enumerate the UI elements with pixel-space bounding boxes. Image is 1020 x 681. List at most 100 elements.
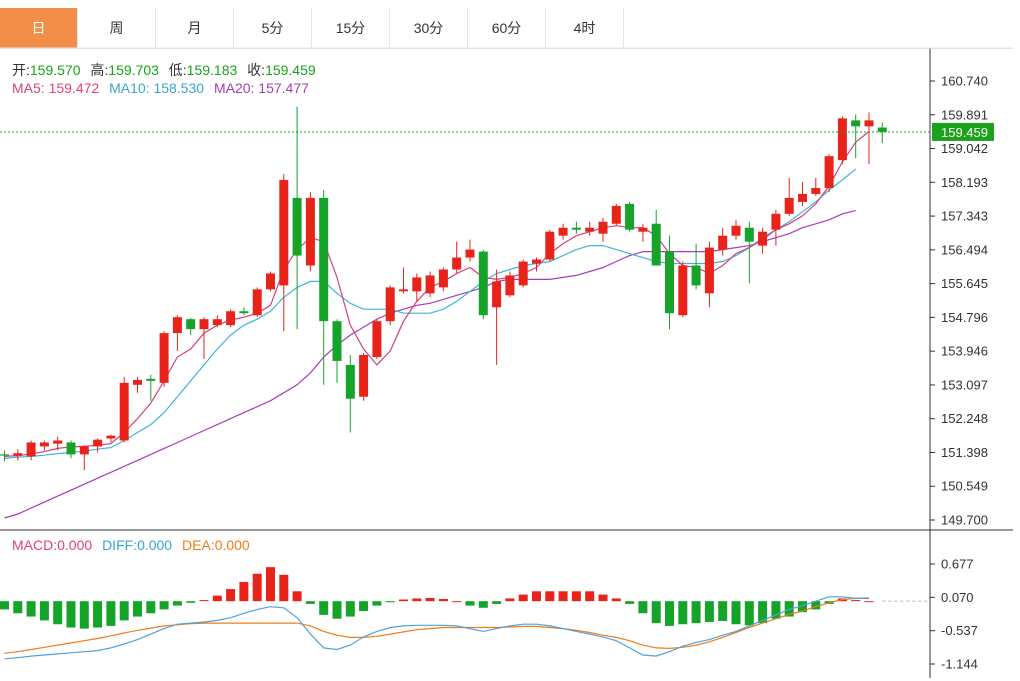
- tab-week[interactable]: 周: [78, 8, 156, 48]
- candle: [571, 221, 581, 234]
- dea-line: [4, 597, 870, 654]
- price-tick-label: 159.891: [941, 107, 988, 122]
- ohlc-item-open: 开:159.570: [12, 62, 81, 78]
- macd-bar: [345, 601, 355, 617]
- macd-bar: [226, 589, 236, 602]
- candle: [784, 178, 794, 216]
- candle: [385, 285, 395, 326]
- candle-body: [252, 289, 262, 316]
- ma20-label: MA20:: [213, 80, 255, 96]
- macd-bar: [239, 581, 249, 602]
- macd-tick-label: -1.144: [941, 657, 978, 672]
- price-tick-label: 159.042: [941, 141, 988, 156]
- macd-bar: [492, 601, 502, 604]
- macd-bar: [798, 601, 807, 613]
- price-tick-label: 156.494: [941, 242, 988, 257]
- candle: [851, 114, 861, 159]
- macd-bar: [252, 573, 262, 602]
- diff-label: DIFF:: [102, 537, 138, 553]
- last-price-label: 159.459: [941, 125, 988, 140]
- candle: [811, 178, 821, 196]
- ohlc-item-close: 收:159.459: [247, 62, 316, 78]
- tab-30min[interactable]: 30分: [390, 8, 468, 48]
- macd-bar: [638, 601, 648, 614]
- candle: [146, 374, 156, 401]
- candle: [718, 227, 728, 256]
- candle-body: [385, 287, 395, 322]
- candle: [279, 174, 289, 332]
- macd-bar: [372, 601, 382, 606]
- candle-body: [532, 259, 541, 264]
- ma10-value: 158.530: [153, 80, 205, 96]
- tab-day[interactable]: 日: [0, 8, 78, 48]
- candle-body: [585, 227, 595, 232]
- macd-bar: [266, 567, 275, 602]
- candle-body: [718, 235, 728, 250]
- macd-bar: [425, 597, 435, 602]
- candle-body: [279, 180, 289, 286]
- candle-body: [332, 321, 342, 361]
- macd-bar: [119, 601, 129, 621]
- candle-body: [372, 321, 382, 357]
- candle-body: [159, 333, 169, 383]
- candle: [771, 209, 781, 246]
- macd-bar: [53, 601, 63, 625]
- candle: [864, 112, 874, 165]
- last-price-tag: [932, 122, 994, 141]
- macd-bar: [292, 591, 302, 602]
- price-tick-label: 154.796: [941, 310, 988, 325]
- candle-body: [266, 273, 275, 290]
- macd-bar: [452, 601, 462, 603]
- candle: [39, 440, 49, 451]
- macd-bar: [625, 601, 635, 604]
- candle: [651, 209, 661, 266]
- candle: [598, 217, 608, 242]
- candle: [798, 182, 807, 206]
- tab-15min[interactable]: 15分: [312, 8, 390, 48]
- macd-bar: [146, 601, 156, 614]
- candle: [412, 273, 422, 302]
- candle: [199, 317, 209, 359]
- open-value: 159.570: [29, 62, 81, 78]
- ohlc-item-low: 低:159.183: [169, 62, 238, 78]
- candle-body: [93, 439, 103, 447]
- price-tick-label: 151.398: [941, 445, 988, 460]
- price-tick-label: 153.946: [941, 344, 988, 359]
- ma-legend: MA5: 159.472 MA10: 158.530 MA20: 157.477: [12, 80, 315, 96]
- tab-month[interactable]: 月: [156, 8, 234, 48]
- candle-body: [452, 257, 462, 270]
- candle: [319, 189, 329, 385]
- tab-4hour[interactable]: 4时: [546, 8, 624, 48]
- candle-body: [611, 205, 621, 224]
- candle: [119, 376, 129, 443]
- period-tabs: 日 周 月 5分 15分 30分 60分 4时: [0, 8, 1013, 49]
- ma5-legend: MA5: 159.472: [12, 80, 99, 96]
- candle-body: [811, 187, 821, 194]
- ma20-value: 157.477: [258, 80, 309, 96]
- macd-legend-item: MACD:0.000: [12, 537, 92, 553]
- candle: [13, 449, 23, 461]
- price-tick-label: 160.740: [941, 74, 988, 89]
- candle: [226, 309, 236, 328]
- tab-5min[interactable]: 5分: [234, 8, 312, 48]
- ma5-value: 159.472: [48, 80, 100, 96]
- candle: [678, 261, 688, 318]
- macd-bar: [279, 574, 289, 602]
- candle-body: [758, 231, 768, 246]
- tab-60min[interactable]: 60分: [468, 8, 546, 48]
- macd-bar: [319, 601, 329, 615]
- candle-body: [212, 319, 222, 326]
- candle: [252, 287, 262, 318]
- macd-bar: [811, 601, 821, 610]
- candle-body: [239, 311, 249, 314]
- macd-bar: [718, 601, 728, 621]
- candle-body: [492, 281, 502, 308]
- close-label: 收:: [247, 62, 266, 78]
- macd-bar: [505, 598, 515, 602]
- candle-body: [425, 275, 435, 294]
- macd-bar: [332, 601, 342, 619]
- ma10-legend: MA10: 158.530: [109, 80, 204, 96]
- macd-bar: [26, 601, 36, 617]
- candle-body: [877, 127, 887, 132]
